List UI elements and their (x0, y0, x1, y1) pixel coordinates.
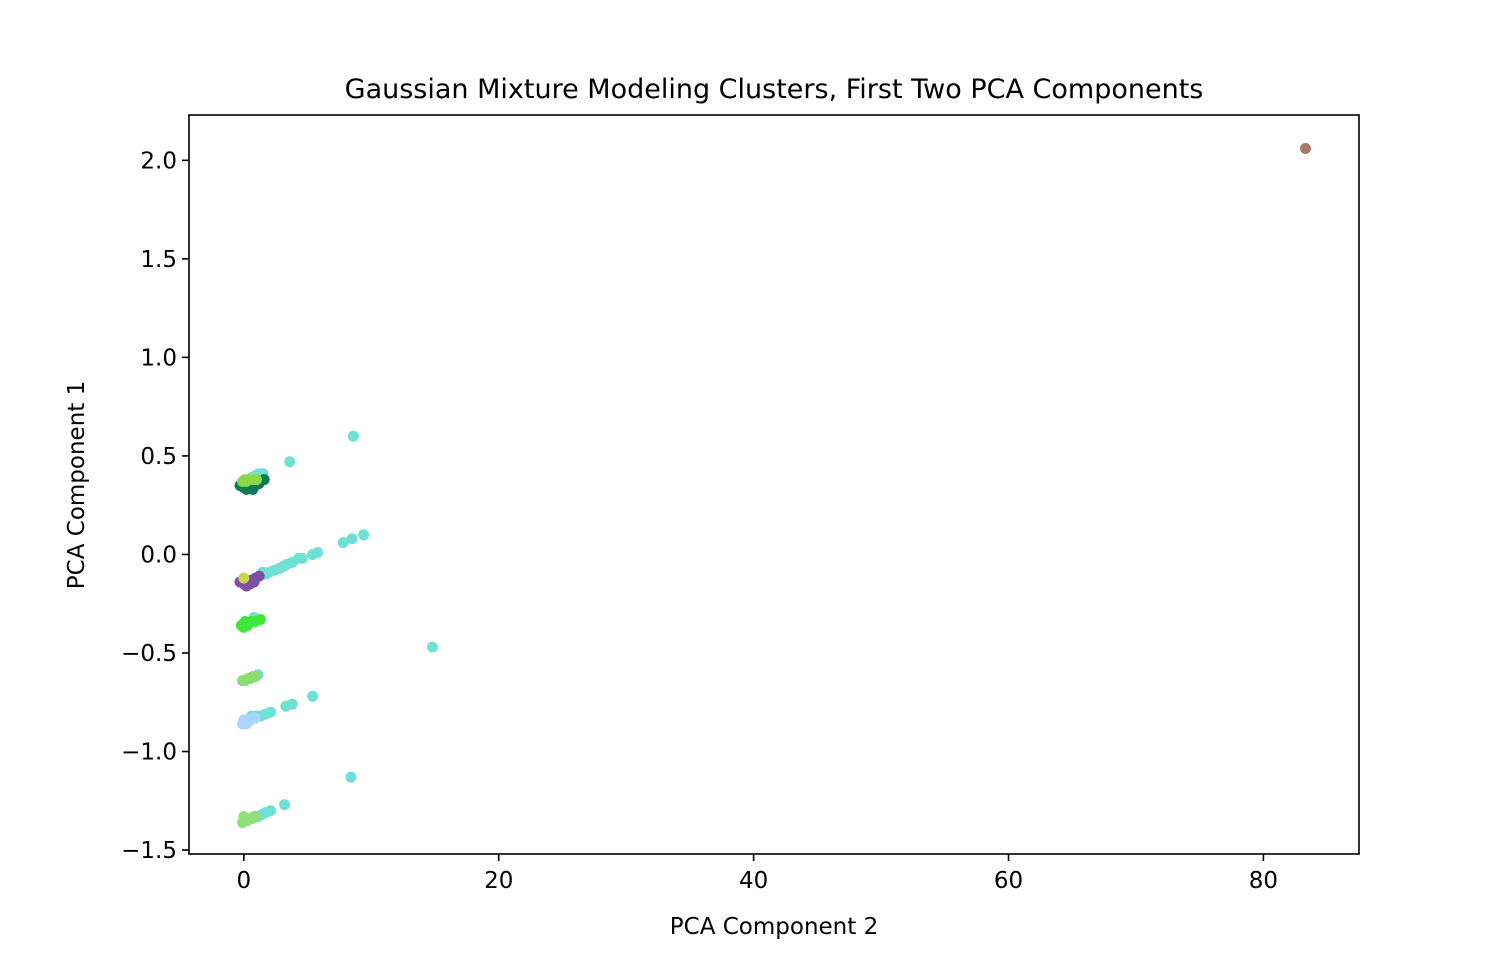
data-point (238, 714, 250, 726)
y-tick-label: −0.5 (121, 641, 177, 667)
data-point (307, 549, 319, 560)
data-point (242, 619, 254, 631)
x-tick-label: 60 (994, 868, 1023, 894)
data-point (347, 430, 359, 442)
data-point (279, 799, 291, 811)
y-tick-label: 0.0 (140, 542, 177, 568)
data-points (234, 143, 1311, 828)
x-axis-title: PCA Component 2 (670, 914, 878, 940)
y-tick-label: 1.0 (140, 345, 177, 371)
y-tick-label: −1.0 (121, 740, 177, 766)
data-point (248, 576, 260, 588)
plot-frame (188, 114, 1360, 855)
y-tick-label: 0.5 (140, 444, 177, 470)
x-tick-label: 80 (1249, 868, 1278, 894)
data-point (280, 700, 292, 712)
x-tick-label: 40 (739, 868, 768, 894)
data-point (254, 614, 266, 625)
x-tick-label: 0 (236, 868, 251, 894)
data-point (426, 641, 438, 653)
data-point (249, 712, 261, 724)
data-point (249, 671, 261, 683)
data-point (239, 474, 251, 486)
data-point (247, 483, 259, 495)
data-point (249, 811, 261, 823)
data-point (238, 572, 250, 584)
y-axis-title: PCA Component 1 (64, 381, 90, 589)
data-point (345, 771, 357, 783)
data-point (358, 529, 370, 541)
data-point (337, 537, 349, 549)
data-point (258, 474, 270, 486)
chart-title: Gaussian Mixture Modeling Clusters, Firs… (345, 74, 1204, 105)
data-point (346, 533, 358, 545)
data-point (284, 456, 296, 468)
data-point (251, 474, 262, 486)
data-point (1300, 143, 1311, 154)
data-point (238, 811, 250, 823)
data-point (307, 690, 319, 702)
axis-ticks: 0 20 40 60 80 −1.5 −1.0 −0.5 0.0 0.5 1.0 1.5 2.0 (121, 148, 1278, 894)
y-tick-label: 2.0 (140, 148, 177, 174)
x-tick-label: 20 (484, 868, 513, 894)
y-tick-label: −1.5 (121, 838, 177, 864)
y-tick-label: 1.5 (140, 247, 177, 273)
